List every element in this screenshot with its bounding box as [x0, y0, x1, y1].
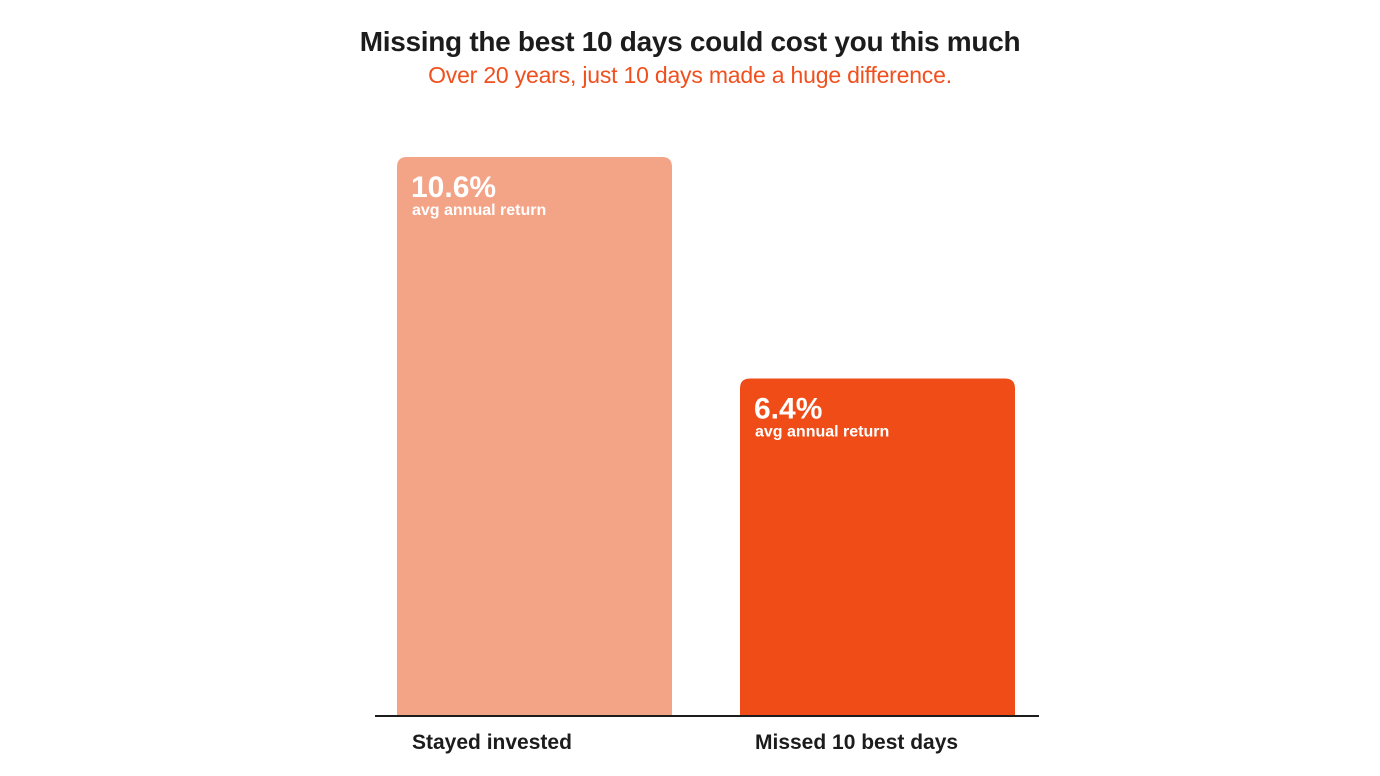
chart-title: Missing the best 10 days could cost you …	[359, 26, 1021, 57]
bar-sublabel: avg annual return	[412, 202, 546, 219]
category-labels-group: Stayed invested Missed 10 best days	[412, 731, 958, 754]
bar-value-label: 6.4%	[754, 392, 822, 425]
category-label: Missed 10 best days	[755, 731, 958, 754]
bar-sublabel: avg annual return	[755, 423, 889, 440]
chart-subtitle: Over 20 years, just 10 days made a huge …	[428, 62, 952, 88]
category-label: Stayed invested	[412, 731, 572, 754]
bar-2	[740, 378, 1015, 716]
bar-value-label: 10.6%	[411, 171, 496, 204]
bar-1	[397, 157, 672, 716]
